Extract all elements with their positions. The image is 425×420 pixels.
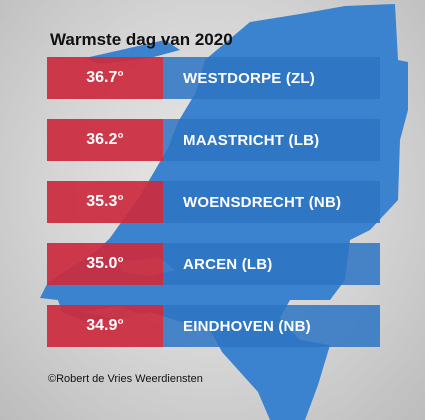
- location-name: WOENSDRECHT (NB): [163, 181, 380, 223]
- list-item: 36.7° WESTDORPE (ZL): [47, 57, 380, 99]
- location-name: WESTDORPE (ZL): [163, 57, 380, 99]
- list-item: 35.3° WOENSDRECHT (NB): [47, 181, 380, 223]
- list-item: 36.2° MAASTRICHT (LB): [47, 119, 380, 161]
- location-name: ARCEN (LB): [163, 243, 380, 285]
- list-item: 34.9° EINDHOVEN (NB): [47, 305, 380, 347]
- chart-title: Warmste dag van 2020: [50, 30, 233, 49]
- temperature-value: 35.0°: [47, 243, 163, 285]
- copyright-credit: ©Robert de Vries Weerdiensten: [48, 373, 203, 385]
- list-item: 35.0° ARCEN (LB): [47, 243, 380, 285]
- temperature-value: 36.2°: [47, 119, 163, 161]
- temperature-value: 35.3°: [47, 181, 163, 223]
- location-name: EINDHOVEN (NB): [163, 305, 380, 347]
- temperature-value: 36.7°: [47, 57, 163, 99]
- temperature-value: 34.9°: [47, 305, 163, 347]
- location-name: MAASTRICHT (LB): [163, 119, 380, 161]
- ranking-list: 36.7° WESTDORPE (ZL) 36.2° MAASTRICHT (L…: [47, 57, 380, 367]
